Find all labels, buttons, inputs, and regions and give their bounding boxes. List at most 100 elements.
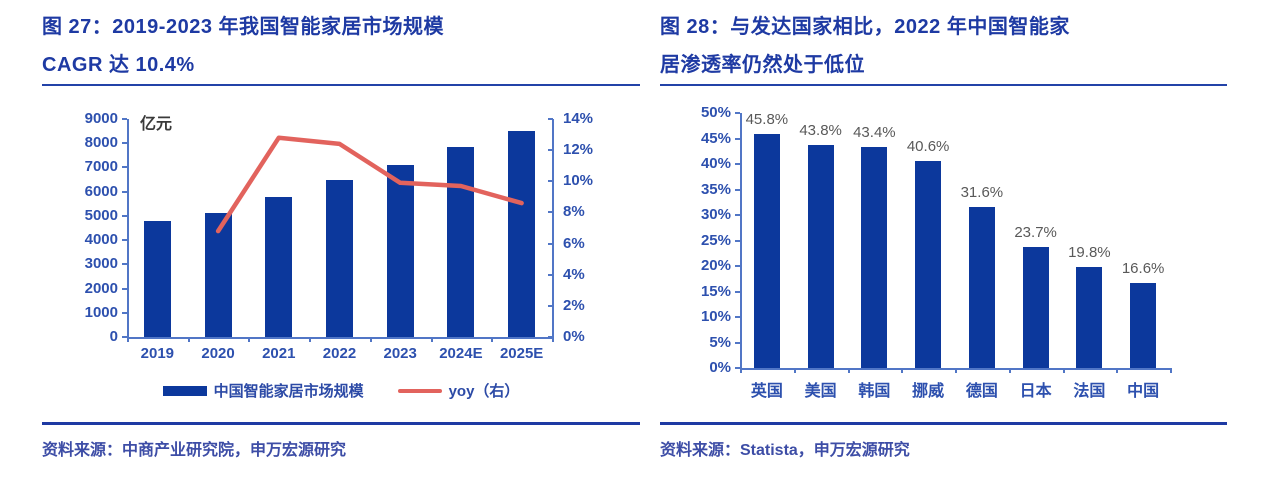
category-label: 中国: [1127, 383, 1160, 400]
left-axis-tick-label: 7000: [84, 158, 118, 176]
market-size-combo-chart: 9000 8000 7000 6000 5000 4000 3000 2000 1000 0 亿元 1…: [42, 104, 640, 372]
right-axis-tick-label: 12%: [563, 141, 594, 159]
left-axis-tick-label: 8000: [84, 134, 118, 152]
axis-tick: [122, 311, 127, 314]
axis-tick: [122, 190, 127, 193]
axis-tick: [127, 337, 129, 342]
x-axis: [127, 337, 554, 339]
axis-tick: [548, 336, 553, 338]
category-label: 德国: [965, 383, 998, 400]
penetration-bar-法国: [1076, 267, 1103, 368]
axis-tick: [548, 211, 553, 214]
axis-tick: [735, 290, 740, 293]
y-axis-tick-label: 45%: [700, 129, 731, 147]
axis-tick: [309, 337, 312, 342]
category-label: 2024E: [439, 345, 483, 362]
axis-tick: [122, 287, 127, 290]
axis-tick: [735, 239, 740, 242]
legend-item-market-size: 中国智能家居市场规模: [162, 380, 364, 401]
y-axis-tick-label: 20%: [700, 257, 731, 274]
right-y-axis: [552, 119, 554, 337]
y-axis-tick-label: 25%: [700, 231, 731, 249]
axis-tick: [735, 163, 740, 165]
data-label: 43.8%: [799, 121, 842, 139]
penetration-bar-挪威: [915, 160, 942, 368]
axis-tick: [122, 336, 127, 338]
right-axis-tick-label: 6%: [563, 234, 585, 252]
y-axis-tick-label: 40%: [700, 155, 731, 172]
legend-item-yoy: yoy（右）: [397, 380, 519, 401]
left-y-axis: [127, 119, 129, 337]
left-axis-tick-label: 2000: [84, 279, 118, 297]
figure-27-title-line2: CAGR 达 10.4%: [42, 54, 195, 76]
category-label: 挪威: [912, 383, 945, 400]
chart-legend: 中国智能家居市场规模 yoy（右）: [42, 380, 640, 401]
y-axis-tick-label: 5%: [709, 333, 731, 351]
right-axis-tick-label: 2%: [563, 296, 585, 314]
left-axis-tick-label: 1000: [84, 303, 118, 321]
market-size-bar-2023: [386, 165, 414, 337]
data-label: 40.6%: [906, 137, 950, 155]
data-label: 19.8%: [1068, 244, 1111, 262]
axis-tick: [955, 368, 957, 373]
penetration-bar-chart: 50% 45% 40% 35% 30% 25% 20% 15% 10% 5% 0% 英国 美国 韩国 挪威 德…: [660, 90, 1227, 400]
category-label: 2021: [262, 345, 296, 362]
figure-28-source: 资料来源：Statista，申万宏源研究: [660, 442, 910, 459]
penetration-bar-美国: [807, 144, 834, 368]
source-divider: [660, 422, 1227, 425]
axis-tick: [735, 112, 740, 114]
category-label: 韩国: [858, 383, 891, 400]
y-axis-tick-label: 10%: [700, 308, 731, 325]
yoy-line-series: [215, 135, 524, 234]
axis-tick: [1062, 368, 1065, 373]
axis-tick: [1170, 368, 1172, 373]
figure-27-panel: 图 27：2019-2023 年我国智能家居市场规模 CAGR 达 10.4% …: [42, 8, 640, 478]
left-axis-tick-label: 6000: [84, 182, 118, 200]
left-axis-tick-label: 9000: [84, 110, 118, 127]
axis-tick: [901, 368, 904, 373]
left-axis-tick-label: 0: [109, 328, 118, 345]
axis-tick: [552, 337, 554, 342]
axis-tick: [548, 273, 553, 276]
right-axis-tick-label: 0%: [563, 328, 585, 345]
penetration-bar-韩国: [861, 146, 888, 368]
market-size-bar-2022: [326, 179, 353, 337]
axis-tick: [735, 265, 740, 267]
category-label: 日本: [1019, 383, 1052, 400]
axis-tick: [548, 149, 553, 152]
penetration-bar-德国: [968, 206, 995, 368]
category-label: 2023: [383, 345, 417, 362]
source-divider: [42, 422, 640, 425]
market-size-bar-2021: [265, 196, 293, 337]
figure-28-title: 图 28：与发达国家相比，2022 年中国智能家 居渗透率仍然处于低位: [660, 8, 1227, 84]
market-size-bar-2024E: [447, 146, 475, 337]
data-label: 31.6%: [960, 183, 1004, 201]
y-axis-tick-label: 15%: [700, 282, 731, 300]
axis-tick: [122, 239, 127, 242]
y-axis-tick-label: 35%: [700, 180, 731, 198]
axis-tick: [122, 263, 127, 266]
y-axis-tick-label: 0%: [709, 359, 731, 376]
axis-tick: [248, 337, 251, 342]
axis-tick: [735, 214, 740, 216]
left-axis-tick-label: 4000: [84, 231, 118, 249]
axis-tick: [122, 214, 127, 217]
right-axis-tick-label: 14%: [563, 110, 594, 127]
line-series-swatch: [397, 388, 442, 393]
category-label: 美国: [804, 383, 837, 400]
figure-27-title: 图 27：2019-2023 年我国智能家居市场规模 CAGR 达 10.4%: [42, 8, 640, 84]
legend-label-market-size: 中国智能家居市场规模: [213, 383, 364, 400]
axis-tick: [491, 337, 494, 342]
axis-tick: [735, 341, 740, 344]
figure-28-title-line2: 居渗透率仍然处于低位: [660, 54, 865, 76]
axis-tick: [1008, 368, 1011, 373]
category-label: 2020: [201, 345, 235, 362]
yoy-polyline: [215, 135, 524, 234]
category-label: 2025E: [499, 345, 544, 362]
figure-27-source: 资料来源：中商产业研究院，申万宏源研究: [42, 442, 347, 459]
axis-tick: [548, 180, 553, 183]
penetration-bar-中国: [1130, 283, 1157, 368]
right-axis-tick-label: 10%: [563, 172, 594, 190]
data-label: 45.8%: [745, 111, 789, 129]
